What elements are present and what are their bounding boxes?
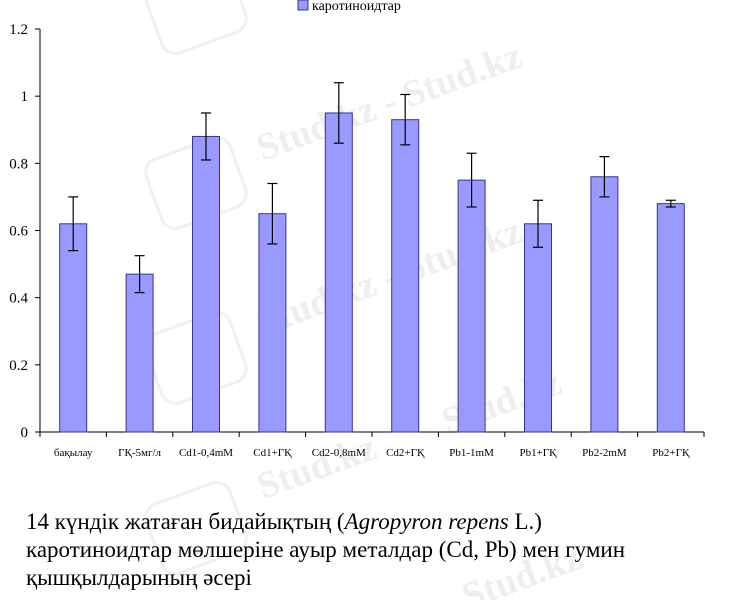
y-tick-labels: 0 0.2 0.4 0.6 0.8 1 1.2 xyxy=(9,22,28,441)
y-tick-label: 1 xyxy=(21,89,29,105)
caption-line-3: қышқылдарының әсері xyxy=(26,565,252,590)
legend-label: каротиноидтар xyxy=(312,0,401,14)
y-tick-label: 1.2 xyxy=(9,22,28,38)
bar xyxy=(391,119,420,433)
bar-chart: каротиноидтар бақылау ГҚ-5мг/л Cd1-0,4mM Cd… xyxy=(9,0,705,459)
x-tick-label: Pb1+ГҚ xyxy=(519,447,557,459)
bar xyxy=(258,213,287,433)
chart-legend: каротиноидтар xyxy=(297,0,401,14)
x-tick-label: Cd1-0,4mM xyxy=(179,447,233,459)
x-tick-label: бақылау xyxy=(54,447,93,459)
bar xyxy=(524,223,552,433)
y-tick-label: 0.6 xyxy=(9,224,28,240)
chart-error-bars xyxy=(68,82,676,294)
x-tick-label: Pb1-1mM xyxy=(449,447,494,459)
caption-line-1-prefix: 14 күндік жатаған бидайықтың ( xyxy=(26,509,345,534)
x-tick-label: Cd2+ГҚ xyxy=(386,447,425,459)
bar xyxy=(590,176,619,433)
bar xyxy=(59,223,88,433)
x-tick-label: Pb2-2mM xyxy=(582,447,627,459)
x-tick-label: ГҚ-5мг/л xyxy=(118,447,161,459)
y-tick-label: 0.8 xyxy=(9,156,28,172)
y-tick-label: 0 xyxy=(21,425,29,441)
bar xyxy=(324,112,353,433)
legend-swatch xyxy=(297,0,309,11)
caption-species-name: Agropyron repens xyxy=(344,509,509,534)
y-tick-label: 0.2 xyxy=(9,358,28,374)
x-tick-label: Cd1+ГҚ xyxy=(253,447,292,459)
bar xyxy=(125,273,154,433)
x-tick-label: Cd2-0,8mM xyxy=(312,447,366,459)
caption-line-2: каротиноидтар мөлшеріне ауыр металдар (C… xyxy=(26,537,626,562)
bar xyxy=(192,135,220,433)
x-tick-label: Pb2+ГҚ xyxy=(652,447,690,459)
y-tick-label: 0.4 xyxy=(9,291,28,307)
bar xyxy=(656,203,685,433)
chart-bars xyxy=(59,112,685,433)
caption-line-1: 14 күндік жатаған бидайықтың (Agropyron … xyxy=(26,508,738,536)
caption-line-1-suffix: L.) xyxy=(508,509,542,534)
bar xyxy=(457,179,486,433)
x-tick-labels: бақылау ГҚ-5мг/л Cd1-0,4mM Cd1+ГҚ Cd2-0,8mM C… xyxy=(54,447,690,459)
figure-caption: 14 күндік жатаған бидайықтың (Agropyron … xyxy=(26,508,738,592)
